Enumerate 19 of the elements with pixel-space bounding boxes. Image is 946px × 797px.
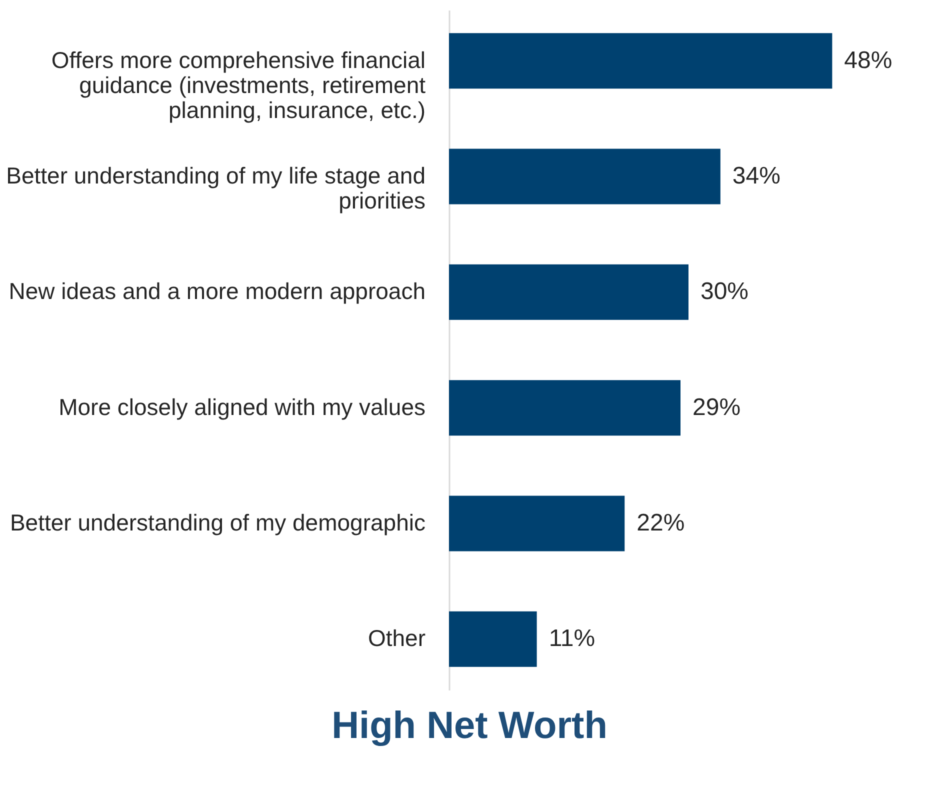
y-tick-label: More closely aligned with my values [58,394,426,420]
data-label: 11% [548,625,596,652]
y-tick-label: Better understanding of my life stage and priorities [6,162,426,214]
bar [449,380,681,436]
bar [449,33,832,89]
y-tick-label: New ideas and a more modern approach [8,278,426,304]
text: High Net Worth [332,705,608,747]
data-label: 34% [732,162,780,190]
y-tick-label: Offers more comprehensive financial guidance (investments, retirement planning, insurance, etc.) [51,46,426,123]
y-tick-label: Better understanding of my demographic [10,509,426,536]
bar [449,611,537,667]
data-label: 22% [636,509,685,536]
y-tick-label: Other [368,625,426,652]
bar [449,496,625,552]
data-label: 29% [692,394,741,421]
bar [449,148,720,204]
bar [449,264,688,320]
data-label: 48% [844,46,892,74]
data-label: 30% [700,278,749,306]
